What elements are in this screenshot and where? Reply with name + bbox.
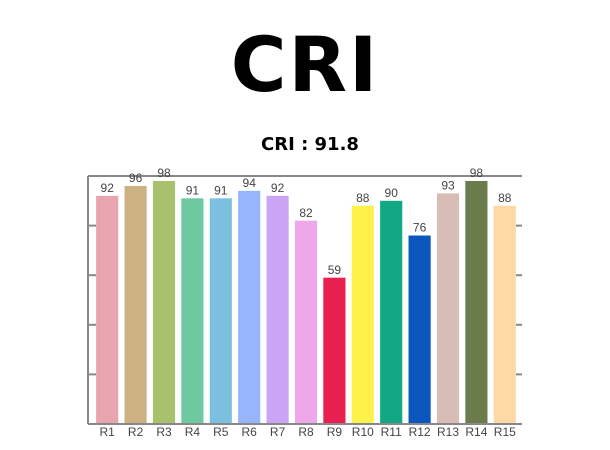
bar (465, 180, 488, 424)
bar (96, 195, 119, 424)
x-tick-label: R7 (270, 425, 286, 439)
value-label: 76 (413, 221, 427, 235)
x-tick-label: R1 (100, 425, 116, 439)
x-tick-label: R9 (327, 425, 343, 439)
bar (493, 205, 516, 424)
bar (181, 198, 204, 424)
x-tick-label: R4 (185, 425, 201, 439)
value-label: 88 (356, 191, 370, 205)
value-label: 91 (186, 183, 200, 197)
bar (266, 195, 289, 424)
x-tick-label: R15 (494, 425, 516, 439)
bar (152, 180, 176, 424)
x-tick-label: R14 (465, 425, 487, 439)
bar (380, 200, 403, 424)
value-label: 98 (470, 166, 484, 180)
value-label: 91 (214, 183, 228, 197)
x-tick-label: R11 (381, 425, 402, 439)
x-tick-label: R10 (352, 425, 374, 439)
x-tick-label: R13 (437, 425, 459, 439)
x-tick-label: R5 (213, 425, 229, 439)
x-tick-label: R8 (298, 425, 314, 439)
bar (323, 277, 346, 424)
x-tick-label: R6 (242, 425, 258, 439)
chart-subtitle: CRI : 91.8 (261, 134, 359, 155)
value-label: 94 (243, 176, 257, 190)
value-label: 98 (157, 166, 171, 180)
bar (436, 193, 460, 424)
x-tick-label: R12 (409, 425, 431, 439)
value-label: 92 (271, 181, 285, 195)
x-tick-label: R2 (128, 425, 144, 439)
value-label: 88 (498, 191, 512, 205)
value-label: 93 (441, 179, 455, 193)
value-label: 82 (299, 206, 313, 220)
bar (209, 198, 232, 424)
bar (238, 190, 261, 424)
bar (124, 185, 147, 424)
value-label: 59 (328, 263, 342, 277)
chart-title: CRI (231, 20, 380, 109)
x-tick-label: R3 (156, 425, 172, 439)
value-label: 92 (101, 181, 115, 195)
bar (408, 235, 431, 424)
bar (351, 205, 374, 424)
value-label: 96 (129, 171, 143, 185)
bar (294, 220, 318, 424)
value-label: 90 (385, 186, 399, 200)
